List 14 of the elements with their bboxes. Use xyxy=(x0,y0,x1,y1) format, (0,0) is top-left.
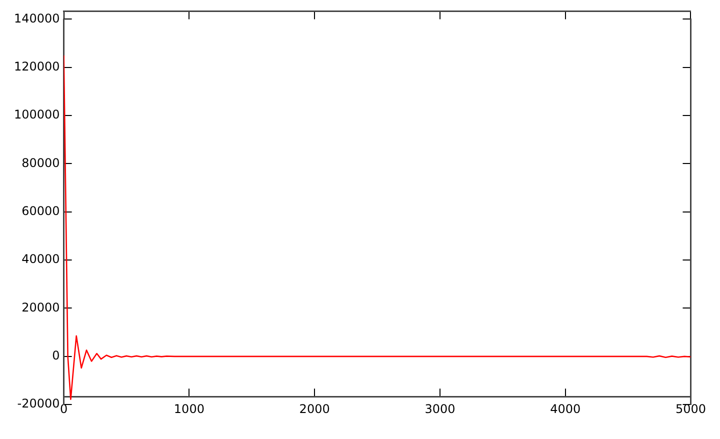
x-tick-label: 1000 xyxy=(174,402,204,416)
x-tick-label: 3000 xyxy=(424,402,456,416)
y-tick-label: 20000 xyxy=(22,300,60,314)
y-tick-label: 140000 xyxy=(14,11,60,26)
x-tick-label: 2000 xyxy=(299,402,330,416)
y-tick-label: 100000 xyxy=(14,108,60,122)
x-tick-label: 5000 xyxy=(675,402,706,416)
y-tick-label: 120000 xyxy=(14,60,60,74)
x-tick-label: 4000 xyxy=(550,402,581,416)
y-tick-label: 80000 xyxy=(22,156,60,170)
y-tick-label: -20000 xyxy=(17,396,60,411)
y-tick-label: 0 xyxy=(52,348,60,363)
y-tick-label: 60000 xyxy=(22,204,60,218)
y-tick-label: 40000 xyxy=(22,252,60,266)
